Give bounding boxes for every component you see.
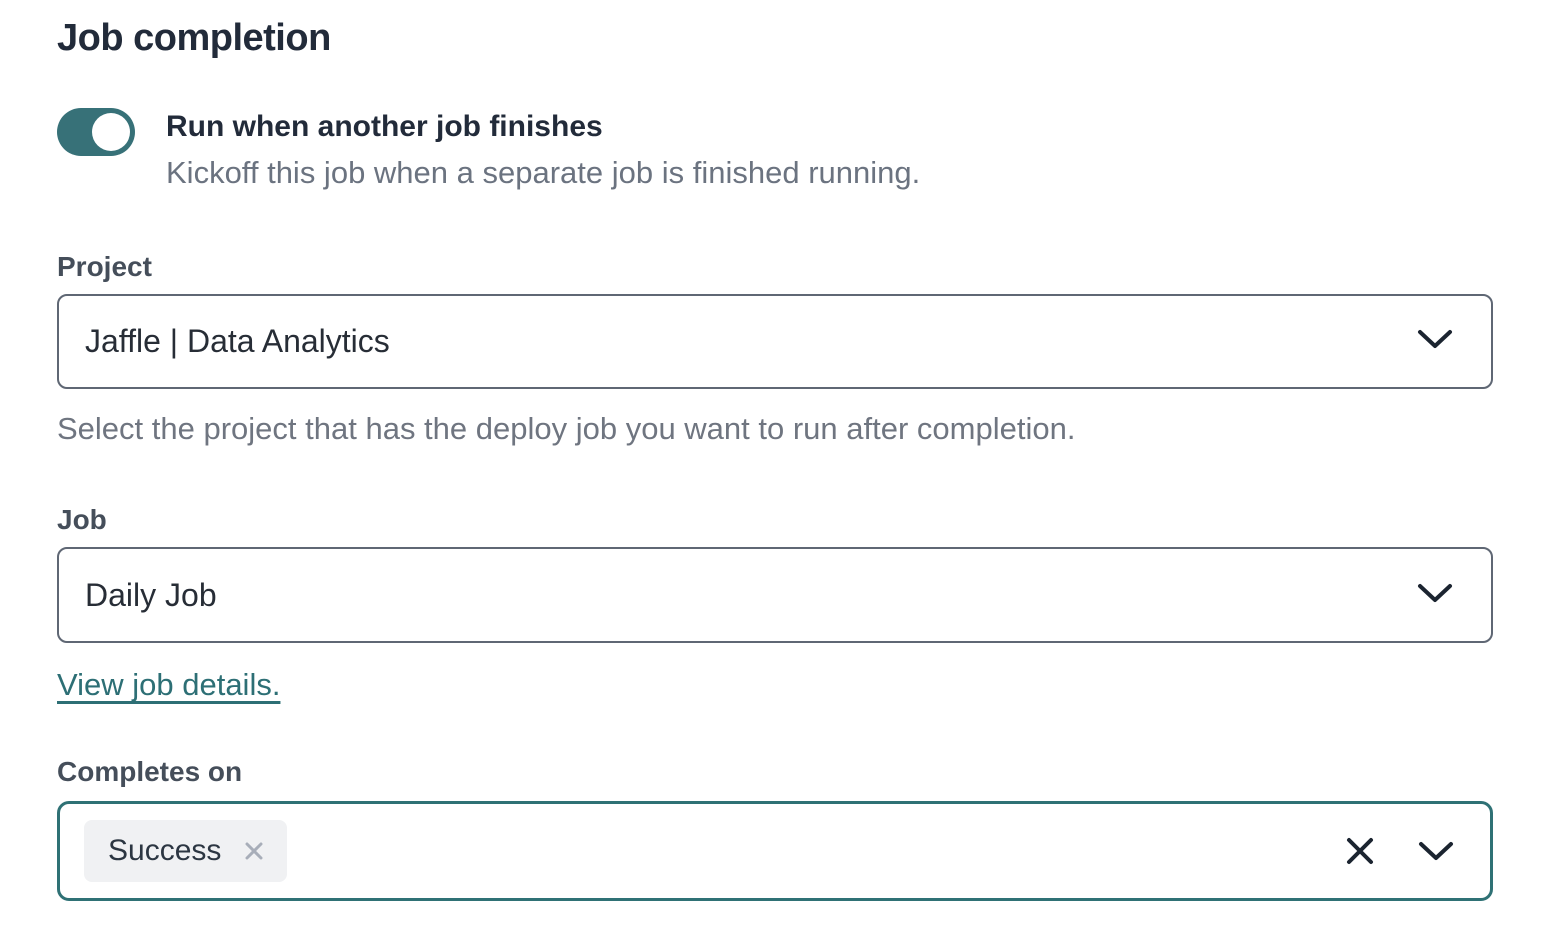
job-label: Job (57, 504, 107, 535)
run-when-job-finishes-row: Run when another job finishes Kickoff th… (57, 108, 1493, 194)
toggle-knob (92, 113, 130, 151)
job-select[interactable]: Daily Job (57, 547, 1493, 643)
project-select-value: Jaffle | Data Analytics (85, 323, 390, 359)
completes-on-label: Completes on (57, 756, 243, 787)
chevron-down-icon[interactable] (1418, 840, 1454, 862)
project-helper-text: Select the project that has the deploy j… (57, 411, 1076, 446)
toggle-text-block: Run when another job finishes Kickoff th… (166, 108, 920, 194)
job-select-value: Daily Job (85, 576, 217, 613)
chevron-down-icon (1417, 328, 1453, 355)
page-title: Job completion (57, 17, 331, 59)
chip-remove-x-icon[interactable] (243, 840, 265, 862)
clear-all-x-icon[interactable] (1344, 835, 1376, 867)
project-select[interactable]: Jaffle | Data Analytics (57, 294, 1493, 389)
chevron-down-icon (1417, 582, 1453, 609)
selected-option-chip: Success (84, 820, 288, 882)
chip-label: Success (108, 834, 222, 867)
completes-on-multiselect[interactable]: Success (57, 801, 1493, 901)
toggle-label: Run when another job finishes (166, 110, 603, 143)
run-when-job-finishes-toggle[interactable] (57, 108, 135, 156)
multiselect-controls (1344, 835, 1454, 867)
toggle-description: Kickoff this job when a separate job is … (166, 155, 921, 190)
project-label: Project (57, 251, 152, 282)
view-job-details-link[interactable]: View job details. (57, 667, 281, 702)
